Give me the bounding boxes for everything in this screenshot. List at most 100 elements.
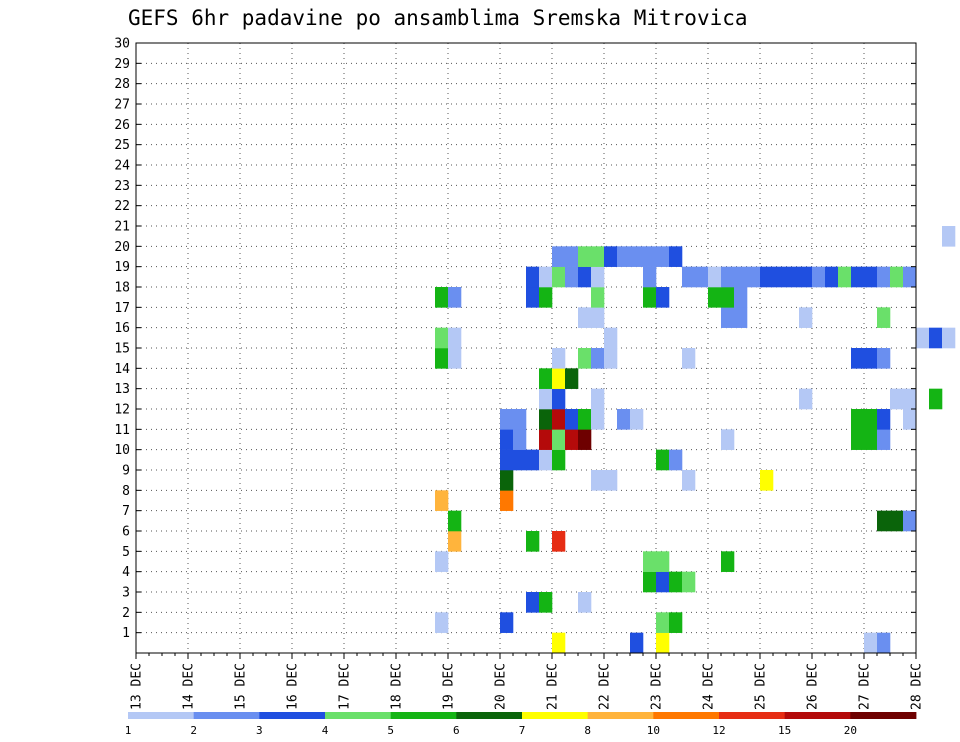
y-tick-label: 18 <box>114 281 130 296</box>
heatmap-cell <box>929 388 943 410</box>
heatmap-cell <box>799 307 813 328</box>
x-tick-label: 21 DEC <box>546 663 561 710</box>
heatmap-cell <box>591 470 605 491</box>
heatmap-cell <box>656 449 670 471</box>
heatmap-cell <box>682 348 696 369</box>
heatmap-cell <box>877 510 891 532</box>
y-tick-label: 15 <box>114 342 130 357</box>
heatmap-cell <box>734 266 748 288</box>
y-tick-label: 23 <box>114 179 130 194</box>
heatmap-cell <box>851 409 865 430</box>
colorbar-label: 5 <box>387 724 394 737</box>
x-tick-label: 18 DEC <box>390 663 405 710</box>
heatmap-cell <box>877 266 891 288</box>
heatmap-cell <box>500 490 514 511</box>
heatmap-cell <box>630 632 644 654</box>
colorbar-segment <box>850 712 917 719</box>
y-tick-label: 2 <box>122 606 130 621</box>
heatmap-cell <box>812 266 826 288</box>
heatmap-cell <box>604 470 618 491</box>
heatmap-cell <box>890 266 904 288</box>
data-cells <box>435 226 956 654</box>
heatmap-cell <box>929 327 943 349</box>
y-tick-label: 17 <box>114 301 130 316</box>
heatmap-cell <box>578 409 592 430</box>
colorbar-label: 20 <box>844 724 857 737</box>
heatmap-cell <box>838 266 852 288</box>
heatmap-cell <box>643 246 657 267</box>
heatmap-cell <box>799 388 813 410</box>
heatmap-cell <box>435 551 449 572</box>
heatmap-cell <box>565 266 579 288</box>
heatmap-cell <box>747 266 761 288</box>
colorbar-label: 7 <box>519 724 526 737</box>
heatmap-cell <box>877 632 891 654</box>
heatmap-cell <box>578 348 592 369</box>
heatmap-cell <box>591 388 605 410</box>
heatmap-cell <box>864 409 878 430</box>
colorbar-segment <box>259 712 326 719</box>
heatmap-cell <box>591 348 605 369</box>
heatmap-cell <box>552 266 566 288</box>
heatmap-cell <box>825 266 839 288</box>
heatmap-cell <box>721 307 735 328</box>
heatmap-cell <box>734 287 748 308</box>
heatmap-cell <box>435 348 449 369</box>
heatmap-cell <box>617 246 631 267</box>
heatmap-cell <box>591 287 605 308</box>
heatmap-cell <box>903 510 917 532</box>
x-tick-label: 17 DEC <box>338 663 353 710</box>
x-tick-label: 20 DEC <box>494 663 509 710</box>
heatmap-cell <box>552 632 566 654</box>
heatmap-cell <box>721 287 735 308</box>
heatmap-cell <box>526 266 540 288</box>
x-tick-label: 19 DEC <box>442 663 457 710</box>
heatmap-cell <box>591 266 605 288</box>
colorbar-label: 8 <box>584 724 591 737</box>
y-tick-label: 29 <box>114 57 130 72</box>
heatmap-cell <box>760 266 774 288</box>
heatmap-cell <box>721 429 735 450</box>
heatmap-cell <box>578 266 592 288</box>
heatmap-cell <box>656 246 670 267</box>
y-tick-label: 21 <box>114 220 130 235</box>
heatmap-cell <box>552 429 566 450</box>
heatmap-cell <box>513 409 527 430</box>
y-tick-label: 9 <box>122 464 130 479</box>
heatmap-cell <box>448 287 462 308</box>
y-tick-label: 12 <box>114 403 130 418</box>
heatmap-cell <box>721 266 735 288</box>
colorbar-segment <box>193 712 260 719</box>
heatmap-cell <box>682 571 696 593</box>
heatmap-cell <box>773 266 787 288</box>
colorbar-segment <box>128 712 195 719</box>
heatmap-cell <box>539 449 553 471</box>
heatmap-cell <box>864 632 878 654</box>
heatmap-cell <box>565 429 579 450</box>
y-axis: 1234567891011121314151617181920212223242… <box>114 37 916 641</box>
heatmap-cell <box>526 531 540 552</box>
heatmap-cell <box>448 510 462 532</box>
heatmap-cell <box>760 470 774 491</box>
heatmap-cell <box>851 348 865 369</box>
heatmap-cell <box>864 266 878 288</box>
y-tick-label: 11 <box>114 423 130 438</box>
heatmap-cell <box>526 592 540 613</box>
heatmap-cell <box>695 266 709 288</box>
x-tick-label: 27 DEC <box>858 663 873 710</box>
heatmap-cell <box>916 327 930 349</box>
heatmap-cell <box>851 266 865 288</box>
heatmap-cell <box>656 551 670 572</box>
heatmap-cell <box>448 531 462 552</box>
y-tick-label: 19 <box>114 260 130 275</box>
heatmap-cell <box>565 246 579 267</box>
heatmap-cell <box>669 612 683 633</box>
heatmap-cell <box>526 449 540 471</box>
x-tick-label: 28 DEC <box>910 663 925 710</box>
heatmap-cell <box>890 388 904 410</box>
heatmap-cell <box>500 612 514 633</box>
heatmap-cell <box>682 470 696 491</box>
colorbar-label: 1 <box>125 724 132 737</box>
colorbar-segment <box>653 712 720 719</box>
colorbar-segment <box>456 712 523 719</box>
